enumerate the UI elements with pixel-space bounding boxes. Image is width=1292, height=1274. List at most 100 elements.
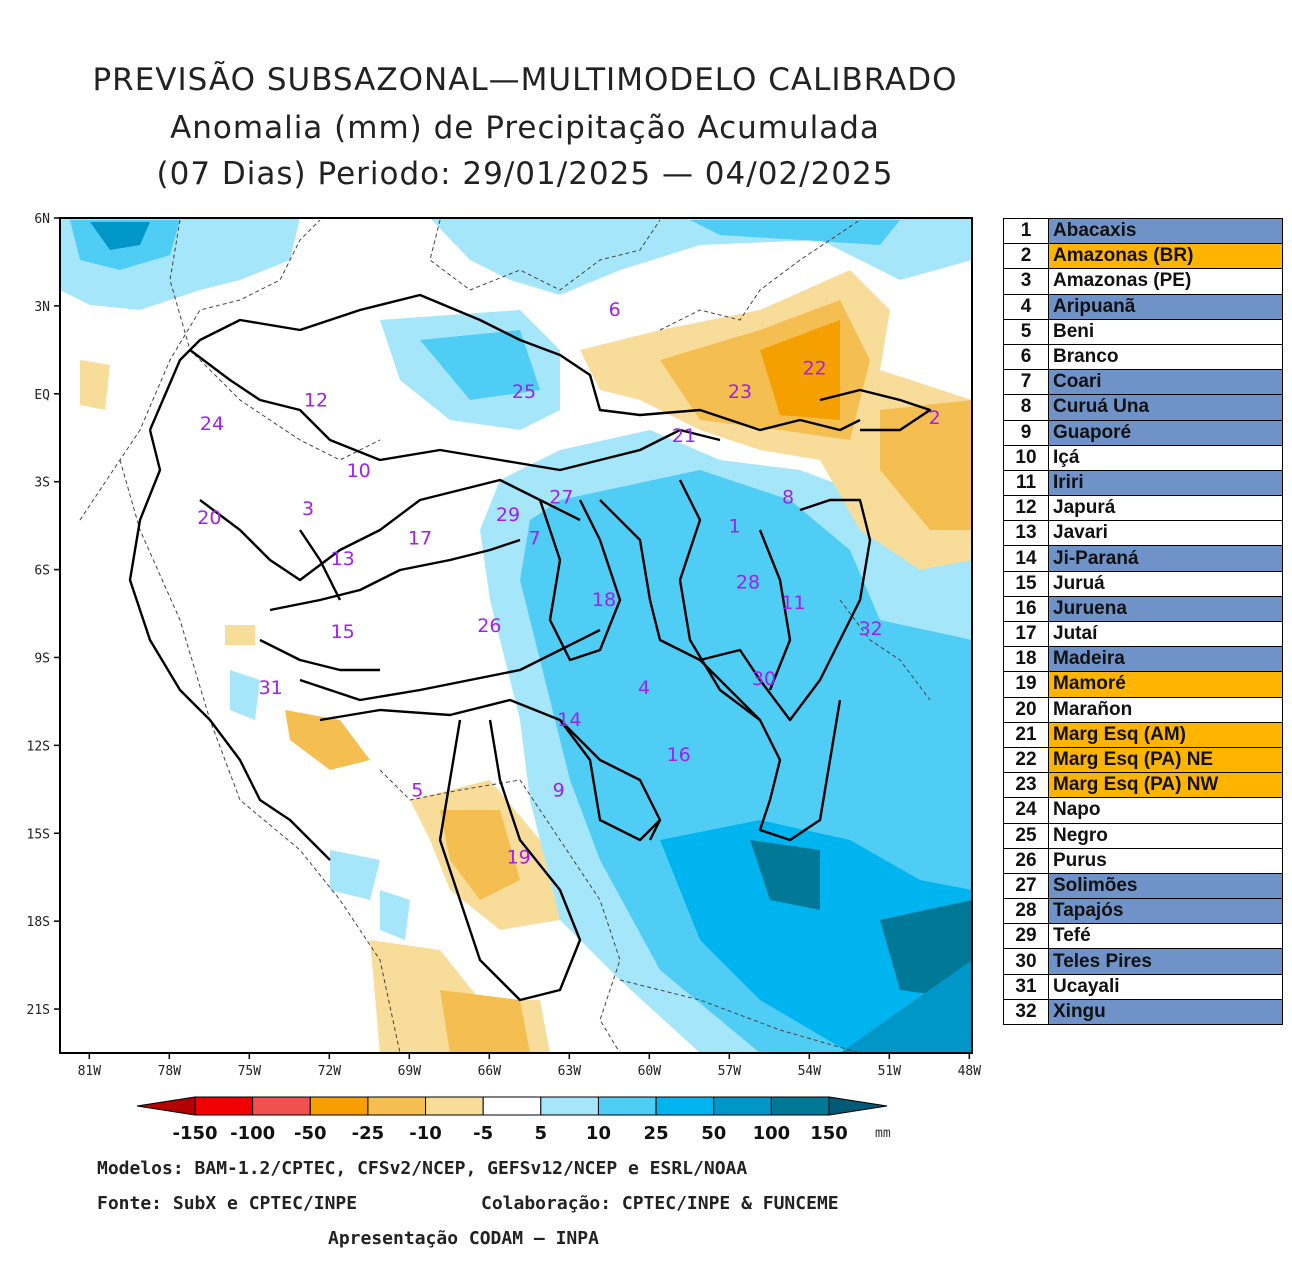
colorbar-label: 150 [810,1123,848,1144]
legend-row: 19 Mamoré [1003,671,1283,698]
legend-row-number: 25 [1003,822,1049,849]
colorbar-label: -25 [352,1123,385,1144]
region-label: 21 [672,425,696,447]
lon-tick-label: 78W [158,1064,182,1079]
colorbar-box [540,1096,599,1116]
legend-row-number: 4 [1003,293,1049,320]
colorbar-box [713,1096,772,1116]
legend-row: 2 Amazonas (BR) [1003,243,1283,270]
lon-tick-label: 66W [478,1064,502,1079]
legend-row: 3 Amazonas (PE) [1003,268,1283,295]
colorbar-high-arrow [828,1096,888,1116]
legend-row-name: Japurá [1048,495,1283,522]
region-label: 19 [507,847,531,869]
lon-tick-label: 72W [318,1064,342,1079]
legend-row-number: 21 [1003,721,1049,748]
legend-row-number: 11 [1003,469,1049,497]
region-label: 3 [302,498,314,520]
legend-row: 31 Ucayali [1003,973,1283,1000]
lon-tick-label: 60W [638,1064,662,1079]
legend-row: 11 Iriri [1003,469,1283,497]
legend-row-name: Beni [1048,318,1283,345]
legend-row: 24 Napo [1003,797,1283,824]
region-label: 5 [411,779,423,801]
legend-row-name: Branco [1048,343,1283,371]
lat-tick-label: 18S [27,915,50,930]
footer-presentation: Apresentação CODAM — INPA [328,1228,599,1249]
lat-tick-label: 12S [27,739,50,754]
legend-row-name: Iriri [1048,469,1283,497]
legend-row: 7 Coari [1003,369,1283,396]
region-label: 24 [200,413,224,435]
legend-row-name: Coari [1048,369,1283,396]
region-label: 20 [197,507,221,529]
colorbar-label: -5 [473,1123,493,1144]
lat-tick-label: 9S [34,651,50,666]
colorbar-box [252,1096,311,1116]
lat-tick-label: EQ [34,388,50,403]
legend-row-name: Amazonas (BR) [1048,243,1283,270]
region-label: 22 [803,357,827,379]
legend-row-name: Aripuanã [1048,293,1283,320]
region-label: 26 [477,615,501,637]
legend-row: 29 Tefé [1003,923,1283,950]
legend-row-name: Negro [1048,822,1283,849]
precipitation-anomaly-map: 6N 3N EQ 3S 6S 9S 12S 15S 18S 21S 81W 78W 75W 72W 69W… [27,212,982,1079]
region-label: 29 [496,504,520,526]
legend-row: 12 Japurá [1003,495,1283,522]
legend-row-number: 29 [1003,923,1049,950]
region-label: 30 [752,668,776,690]
legend-row: 4 Aripuanã [1003,293,1283,320]
title-line-2: Anomalia (mm) de Precipitação Acumulada [170,110,880,146]
anomaly-shading [60,218,972,1053]
colorbar: -150 -100 -50 -25 -10 -5 5 10 25 50 100 150 mm [136,1096,891,1144]
legend-row: 21 Marg Esq (AM) [1003,721,1283,748]
legend-row-number: 8 [1003,394,1049,421]
longitude-axis: 81W 78W 75W 72W 69W 66W 63W 60W 57W 54W 51W 48W [78,1053,982,1079]
legend-row-name: Guaporé [1048,419,1283,446]
legend-row-number: 15 [1003,570,1049,597]
legend-row: 16 Juruena [1003,595,1283,623]
legend-row-number: 22 [1003,746,1049,774]
legend-row-number: 2 [1003,243,1049,270]
colorbar-label: -150 [172,1123,217,1144]
legend-row-number: 17 [1003,620,1049,648]
legend-row: 8 Curuá Una [1003,394,1283,421]
legend-row: 30 Teles Pires [1003,948,1283,975]
legend-row-name: Marg Esq (AM) [1048,721,1283,748]
region-label: 27 [549,486,573,508]
region-label: 7 [529,527,541,549]
region-label: 23 [728,381,752,403]
legend-row: 22 Marg Esq (PA) NE [1003,746,1283,774]
legend-row-number: 27 [1003,872,1049,900]
legend-row-name: Abacaxis [1048,217,1283,245]
lat-tick-label: 21S [27,1003,50,1018]
legend-row-name: Tapajós [1048,898,1283,925]
lon-tick-label: 54W [798,1064,822,1079]
legend-row-number: 1 [1003,217,1049,245]
colorbar-box [597,1096,657,1116]
region-label: 25 [512,381,536,403]
legend-row-number: 24 [1003,797,1049,824]
legend-row-name: Marg Esq (PA) NW [1048,772,1283,799]
latitude-axis: 6N 3N EQ 3S 6S 9S 12S 15S 18S 21S [27,212,60,1018]
legend-row: 15 Juruá [1003,570,1283,597]
region-label: 31 [259,677,283,699]
legend-row-name: Madeira [1048,646,1283,673]
lon-tick-label: 48W [958,1064,982,1079]
colorbar-label: -10 [409,1123,442,1144]
colorbar-box [770,1096,830,1116]
footer-collaboration: Colaboração: CPTEC/INPE & FUNCEME [481,1193,839,1214]
region-label: 14 [557,709,581,731]
lon-tick-label: 63W [558,1064,582,1079]
region-label: 17 [408,527,432,549]
legend-row-number: 19 [1003,671,1049,698]
colorbar-label: 25 [644,1123,669,1144]
region-label: 10 [347,460,371,482]
legend-row-number: 13 [1003,520,1049,547]
region-label: 1 [729,516,741,538]
legend-row-name: Xingu [1048,998,1283,1026]
title-line-3: (07 Dias) Periodo: 29/01/2025 — 04/02/20… [156,156,894,192]
legend-row-name: Marg Esq (PA) NE [1048,746,1283,774]
legend-row-number: 23 [1003,772,1049,799]
